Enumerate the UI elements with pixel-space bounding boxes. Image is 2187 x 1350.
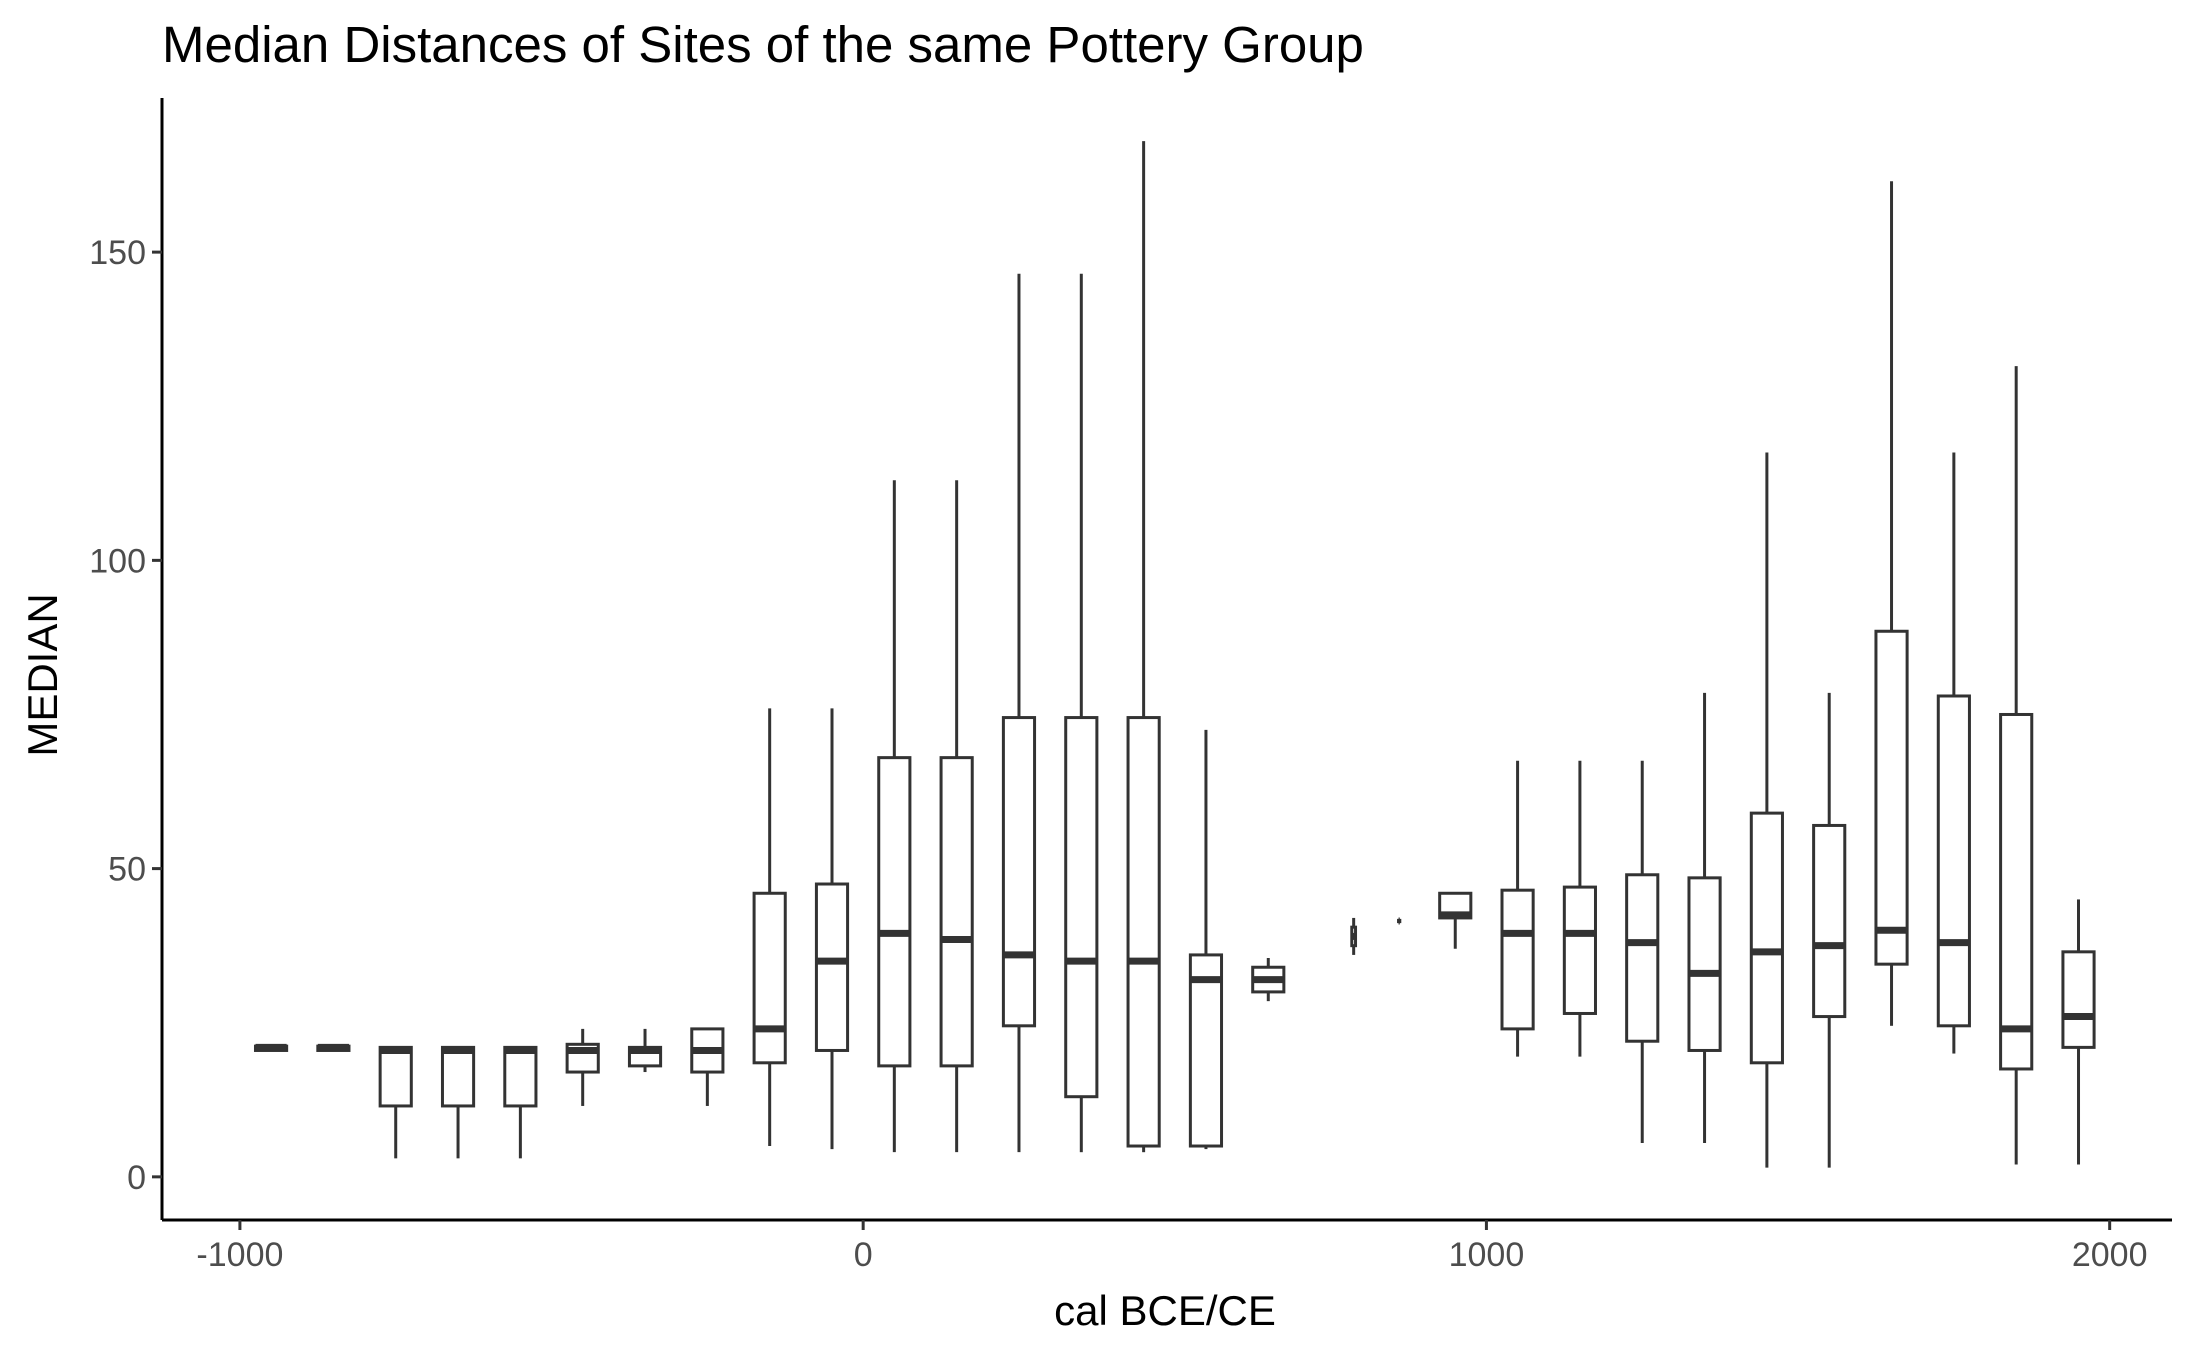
box-group-20 [1500,760,1535,1057]
box-group-25 [1812,692,1847,1168]
box-group-10 [877,480,912,1153]
box-iqr [939,756,974,1068]
box-group-14 [1126,141,1161,1153]
box-group-4 [503,1045,538,1159]
box-group-6 [627,1028,663,1073]
box-group-11 [939,480,974,1153]
box-iqr [1749,811,1784,1065]
box-group-23 [1687,692,1722,1143]
box-iqr [814,882,850,1052]
box-group-18 [1397,917,1402,925]
box-iqr [1812,823,1847,1019]
box-iqr [1999,712,2034,1071]
box-group-0 [253,1043,289,1052]
box-iqr [1687,876,1722,1052]
box-group-15 [1188,729,1224,1150]
y-tick-label: 50 [108,851,146,889]
x-tick-label: -1000 [196,1236,283,1274]
box-iqr [1500,888,1535,1031]
box-group-16 [1251,957,1286,1002]
box-iqr [1562,885,1597,1015]
box-iqr [1188,953,1224,1148]
box-iqr [752,891,787,1065]
box-group-2 [378,1045,413,1159]
box-group-3 [440,1045,476,1159]
y-tick-label: 100 [89,542,146,580]
x-tick-label: 2000 [2072,1236,2148,1274]
y-tick-label: 150 [89,234,146,272]
box-iqr [1625,873,1660,1043]
box-group-8 [752,708,787,1147]
boxes-layer [253,141,2096,1168]
box-group-17 [1350,917,1358,955]
box-group-21 [1562,760,1597,1057]
box-group-24 [1749,452,1784,1168]
axes-layer: 0 50 100 150 -1000 0 1000 2000 [89,98,2172,1274]
y-axis-title: MEDIAN [19,593,66,756]
box-iqr [1874,629,1909,966]
box-iqr [1064,716,1099,1099]
y-tick-label: 0 [127,1159,146,1197]
chart-title: Median Distances of Sites of the same Po… [162,16,1364,73]
box-iqr [2061,950,2096,1049]
box-group-5 [565,1028,600,1106]
box-group-9 [814,708,850,1150]
box-iqr [1126,716,1161,1148]
box-group-27 [1936,452,1971,1054]
box-iqr [503,1045,538,1108]
x-tick-label: 0 [854,1236,873,1274]
box-group-13 [1064,273,1099,1153]
box-group-28 [1999,366,2034,1165]
box-group-22 [1625,760,1660,1143]
box-group-12 [1001,273,1037,1153]
box-iqr [877,756,912,1068]
x-tick-label: 1000 [1449,1236,1525,1274]
box-group-1 [316,1043,351,1052]
box-iqr [378,1045,413,1108]
box-iqr [1936,694,1971,1028]
box-group-26 [1874,181,1909,1026]
box-group-7 [690,1027,725,1106]
box-iqr [1001,716,1037,1028]
x-axis-title: cal BCE/CE [1054,1287,1276,1334]
box-iqr [440,1045,476,1108]
box-group-19 [1438,891,1473,949]
box-group-29 [2061,899,2096,1165]
